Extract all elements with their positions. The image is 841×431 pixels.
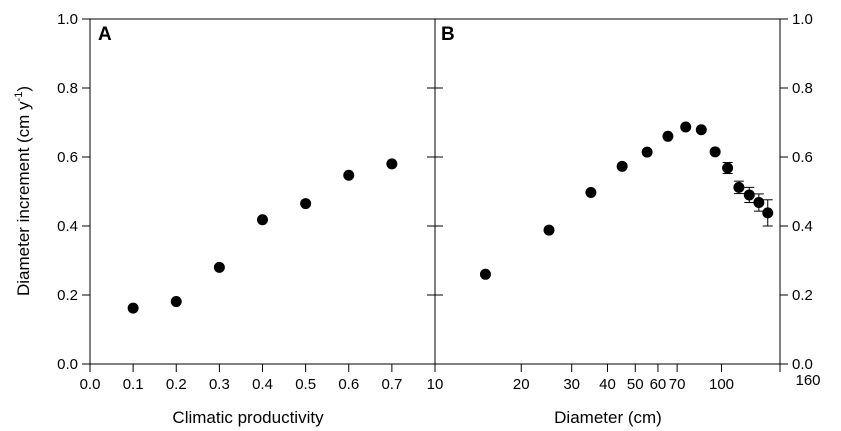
data-point-b	[722, 162, 734, 174]
data-point-a	[170, 296, 182, 308]
x-tick-label-b: 40	[599, 376, 616, 393]
y-tick-label-right: 0.8	[792, 80, 813, 97]
y-tick-label-right: 0.0	[792, 356, 813, 373]
y-axis-title-main: Diameter increment (cm y	[14, 101, 33, 296]
y-tick-label-left: 0.6	[57, 149, 78, 166]
x-tick-label-a: 0.2	[166, 376, 187, 393]
data-point-b	[762, 207, 774, 219]
data-point-b	[616, 160, 628, 172]
y-axis-title-superscript: -1	[13, 92, 25, 102]
y-tick-label-right: 0.2	[792, 287, 813, 304]
y-tick-label-right: 1.0	[792, 11, 813, 28]
y-axis-title: Diameter increment (cm y-1)	[13, 86, 33, 296]
x-tick-label-b: 60	[650, 376, 667, 393]
x-tick-label-a: 0.4	[252, 376, 273, 393]
panel-a-frame	[89, 18, 436, 365]
x-tick-label-b: 100	[709, 376, 734, 393]
y-tick-label-left: 0.8	[57, 80, 78, 97]
y-tick-label-left: 1.0	[57, 11, 78, 28]
data-point-b	[585, 187, 597, 199]
y-tick-label-left: 0.0	[57, 356, 78, 373]
data-point-b	[543, 224, 555, 236]
data-point-a	[213, 261, 225, 273]
data-point-b	[753, 197, 765, 209]
data-point-b	[479, 268, 491, 280]
panel-b-label: B	[441, 24, 455, 45]
x-tick-label-b: 70	[669, 376, 686, 393]
data-point-a	[127, 302, 139, 314]
x-axis-title-a: Climatic productivity	[172, 408, 324, 427]
x-tick-label-b: 50	[627, 376, 644, 393]
x-tick-label-a: 0.3	[209, 376, 230, 393]
data-point-a	[300, 198, 312, 210]
data-point-b	[743, 189, 755, 201]
x-tick-label-b: 20	[513, 376, 530, 393]
x-tick-label-a: 0.1	[123, 376, 144, 393]
y-axis-title-suffix: )	[14, 86, 33, 92]
panel-a-marks: 0.0 0.2 0.4 0.6 0.8 1.0 0.0 0.1 0.2 0.3 0.4 0.5 0.6 0…	[57, 11, 402, 393]
y-tick-label-left: 0.2	[57, 287, 78, 304]
y-tick-label-left: 0.4	[57, 218, 78, 235]
data-point-a	[386, 158, 398, 170]
panel-b-frame	[434, 18, 781, 365]
y-tick-label-right: 0.6	[792, 149, 813, 166]
x-tick-label-b: 160	[795, 372, 820, 389]
x-tick-label-a: 0.0	[80, 376, 101, 393]
data-point-b	[641, 146, 653, 158]
data-point-b	[733, 181, 745, 193]
y-tick-label-right: 0.4	[792, 218, 813, 235]
panel-b-marks: 0.0 0.2 0.4 0.6 0.8 1.0 10 20 30 40 50 60 70 100 160	[427, 11, 821, 393]
x-tick-label-b: 30	[563, 376, 580, 393]
x-axis-title-b: Diameter (cm)	[554, 408, 662, 427]
data-point-b	[680, 121, 692, 133]
data-point-b	[662, 130, 674, 142]
x-tick-label-a: 0.5	[295, 376, 316, 393]
data-point-a	[257, 214, 268, 226]
x-tick-label-a: 0.6	[338, 376, 359, 393]
x-tick-label-b: 10	[427, 376, 444, 393]
data-point-a	[343, 169, 355, 181]
data-point-b	[695, 124, 707, 136]
x-tick-label-a: 0.7	[381, 376, 402, 393]
data-point-b	[709, 146, 721, 158]
panel-a-label: A	[98, 24, 112, 45]
